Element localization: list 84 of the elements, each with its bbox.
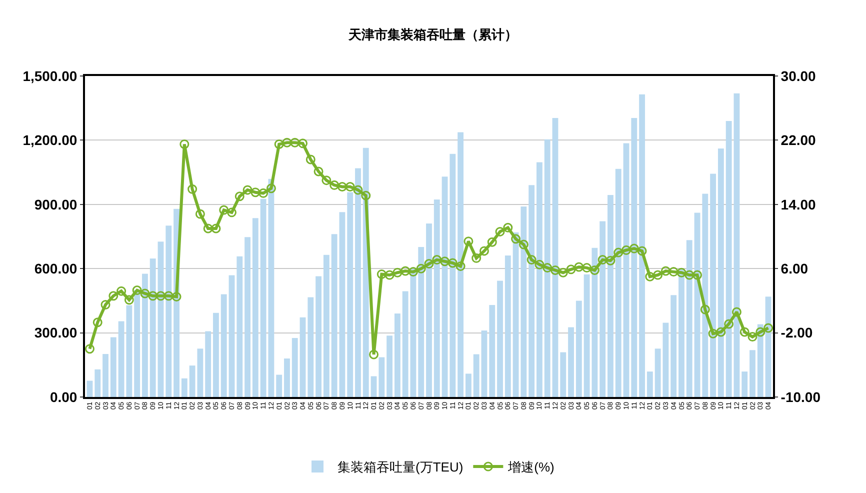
y-tick-label: 900.00	[34, 196, 78, 212]
bar	[228, 275, 235, 397]
bar	[473, 354, 480, 397]
bar	[608, 194, 614, 397]
bar	[560, 352, 566, 397]
bar	[615, 168, 622, 397]
bar	[394, 314, 400, 397]
bar	[742, 372, 748, 397]
bar	[94, 369, 101, 397]
legend-label: 集装箱吞吐量(万TEU)	[338, 460, 464, 475]
bar	[244, 237, 250, 397]
chart-title: 天津市集装箱吞吐量（累计）	[348, 27, 518, 42]
bar	[600, 221, 606, 397]
bar	[370, 376, 377, 397]
bar	[646, 372, 653, 397]
y2-tick-label: 6.00	[780, 260, 808, 276]
bar	[134, 290, 140, 397]
bar	[465, 374, 472, 397]
bar	[181, 378, 188, 397]
bar	[331, 234, 338, 397]
bar	[718, 148, 724, 397]
bar	[497, 280, 503, 397]
bar	[623, 143, 630, 397]
bar	[710, 174, 716, 397]
bar	[308, 297, 314, 397]
bar	[489, 304, 496, 397]
bar	[166, 226, 172, 397]
bar	[702, 194, 708, 397]
bar	[102, 354, 108, 397]
bar	[355, 168, 361, 397]
bar	[726, 120, 732, 397]
bar	[150, 258, 156, 397]
bar	[292, 338, 298, 397]
y-tick-label: 300.00	[34, 324, 78, 341]
bar	[252, 218, 258, 397]
bar	[402, 291, 408, 397]
bar	[504, 256, 511, 397]
bar	[86, 380, 93, 397]
bar	[386, 336, 393, 397]
y-tick-label: 1,200.00	[22, 132, 78, 148]
bar	[284, 358, 290, 397]
bar	[236, 256, 243, 397]
bar	[639, 94, 645, 397]
bar	[434, 199, 440, 397]
bar	[110, 337, 116, 397]
bar	[568, 327, 574, 397]
bar	[670, 295, 677, 397]
bar	[536, 162, 542, 397]
bar	[378, 357, 385, 397]
legend-label: 增速(%)	[507, 460, 554, 475]
y-tick-label: 0.00	[50, 388, 78, 405]
bar	[220, 294, 227, 397]
bar	[552, 118, 558, 397]
bar	[347, 192, 354, 397]
bar	[450, 154, 456, 397]
y-tick-label: 1,500.00	[22, 68, 78, 84]
y2-tick-label: 14.00	[780, 196, 816, 212]
bar	[544, 139, 550, 397]
bar	[528, 185, 535, 397]
bar	[631, 118, 638, 397]
bar	[576, 300, 582, 397]
bar	[205, 331, 212, 397]
y2-tick-label: 30.00	[780, 68, 816, 84]
y-tick-label: 600.00	[34, 260, 78, 276]
bar	[276, 374, 282, 397]
y2-tick-label: 22.00	[780, 132, 816, 148]
bar	[213, 312, 219, 397]
bar	[323, 254, 330, 397]
bar	[339, 212, 346, 397]
bar	[678, 268, 684, 397]
y2-tick-label: -2.00	[780, 324, 813, 341]
bar	[142, 274, 148, 397]
bar	[757, 324, 764, 397]
bar	[750, 350, 756, 397]
bar	[316, 276, 322, 397]
bar	[481, 330, 488, 397]
y2-tick-label: -10.00	[780, 388, 821, 405]
bar	[734, 93, 740, 397]
bar	[418, 246, 424, 397]
bar	[300, 317, 306, 397]
bar	[458, 132, 464, 397]
bar	[426, 223, 432, 397]
bar	[686, 240, 692, 397]
bar	[442, 176, 448, 397]
